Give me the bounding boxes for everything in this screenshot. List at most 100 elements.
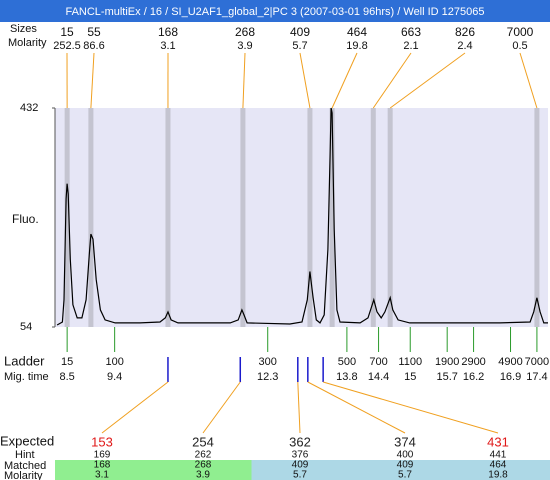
expected-label: Expected [0, 433, 54, 448]
ladder-size: 500 [338, 356, 356, 368]
peak-connector [331, 52, 358, 109]
matched-molarity: 3.1 [95, 470, 109, 480]
expected-size: 374 [394, 434, 416, 449]
matched-row-bg [55, 460, 153, 480]
peak-molarity: 19.8 [346, 40, 367, 52]
peak-band [329, 108, 335, 327]
expected-size: 362 [289, 434, 311, 449]
peak-size: 55 [87, 25, 101, 39]
peak-size: 663 [401, 25, 421, 39]
matched-molarity: 19.8 [488, 470, 508, 480]
peak-size: 826 [455, 25, 475, 39]
peak-size: 268 [235, 25, 255, 39]
peak-molarity: 3.1 [160, 40, 175, 52]
header-title: FANCL-multiEx / 16 / SI_U2AF1_global_2|P… [65, 6, 484, 18]
ladder-time: 12.3 [257, 371, 278, 383]
expected-connector [101, 381, 169, 434]
peak-band [370, 108, 376, 327]
ladder-size: 4900 [498, 356, 522, 368]
peak-band [88, 108, 94, 327]
hint: 441 [490, 450, 507, 461]
peak-molarity: 86.6 [83, 40, 104, 52]
ladder-time: 8.5 [59, 371, 74, 383]
peak-molarity: 3.9 [237, 40, 252, 52]
peak-connector [242, 52, 246, 109]
peak-size: 464 [347, 25, 367, 39]
peak-connector [519, 52, 538, 109]
matched: 409 [292, 460, 309, 471]
hint: 400 [397, 450, 414, 461]
hint: 262 [195, 450, 212, 461]
expected-size: 431 [487, 434, 509, 449]
matched: 409 [397, 460, 414, 471]
plot-area [55, 108, 548, 327]
expected-connector [323, 381, 499, 434]
matched-row-bg [251, 460, 353, 480]
matched-row-bg [451, 460, 550, 480]
y-tick-label: 432 [20, 102, 38, 114]
hint: 376 [292, 450, 309, 461]
peak-molarity: 5.7 [292, 40, 307, 52]
ladder-time: 17.4 [526, 371, 547, 383]
peak-connector [372, 52, 412, 109]
header-bar [0, 0, 550, 22]
expected-connector [307, 381, 406, 434]
molarity-row-label: Molarity [4, 470, 43, 480]
peak-size: 168 [158, 25, 178, 39]
y-axis-label: Fluo. [12, 212, 39, 226]
peak-band [64, 108, 70, 327]
expected-size: 254 [192, 434, 214, 449]
ladder-time: 13.8 [336, 371, 357, 383]
peak-connector [90, 52, 95, 109]
peak-connector [389, 52, 466, 109]
ladder-label: Ladder [4, 353, 45, 368]
matched: 168 [94, 460, 111, 471]
mig-time-label: Mig. time [4, 371, 49, 383]
peak-size: 409 [290, 25, 310, 39]
matched: 268 [195, 460, 212, 471]
ladder-size: 1900 [435, 356, 459, 368]
peak-molarity: 2.1 [403, 40, 418, 52]
ladder-size: 2900 [461, 356, 485, 368]
peak-molarity: 0.5 [512, 40, 527, 52]
matched-molarity: 5.7 [398, 470, 412, 480]
ladder-size: 100 [105, 356, 123, 368]
ladder-time: 15.7 [436, 371, 457, 383]
ladder-size: 300 [259, 356, 277, 368]
peak-size: 7000 [507, 25, 534, 39]
expected-connector [297, 381, 301, 434]
ladder-time: 16.2 [463, 371, 484, 383]
peak-connector [299, 52, 311, 109]
peak-molarity: 252.5 [53, 40, 81, 52]
peak-band [534, 108, 540, 327]
ladder-time: 15 [404, 371, 416, 383]
expected-connector [202, 381, 241, 434]
peak-band [165, 108, 171, 327]
matched-label: Matched [4, 460, 46, 472]
ladder-size: 15 [61, 356, 73, 368]
ladder-time: 16.9 [500, 371, 521, 383]
hint-label: Hint [15, 449, 35, 461]
matched-row-bg [352, 460, 452, 480]
ladder-time: 9.4 [107, 371, 122, 383]
expected-size: 153 [91, 434, 113, 449]
peak-band [307, 108, 313, 327]
ladder-size: 1100 [398, 356, 422, 368]
ladder-size: 7000 [525, 356, 549, 368]
sizes-label: Sizes [10, 23, 37, 35]
peak-band [240, 108, 246, 327]
molarity-label: Molarity [8, 37, 47, 49]
matched-row-bg [152, 460, 252, 480]
matched-molarity: 5.7 [293, 470, 307, 480]
y-tick-label: 54 [20, 321, 32, 333]
peak-molarity: 2.4 [457, 40, 472, 52]
ladder-time: 14.4 [368, 371, 389, 383]
hint: 169 [94, 450, 111, 461]
ladder-size: 700 [369, 356, 387, 368]
matched-molarity: 3.9 [196, 470, 210, 480]
peak-band [387, 108, 393, 327]
matched: 464 [490, 460, 507, 471]
trace [56, 107, 548, 326]
peak-size: 15 [60, 25, 74, 39]
